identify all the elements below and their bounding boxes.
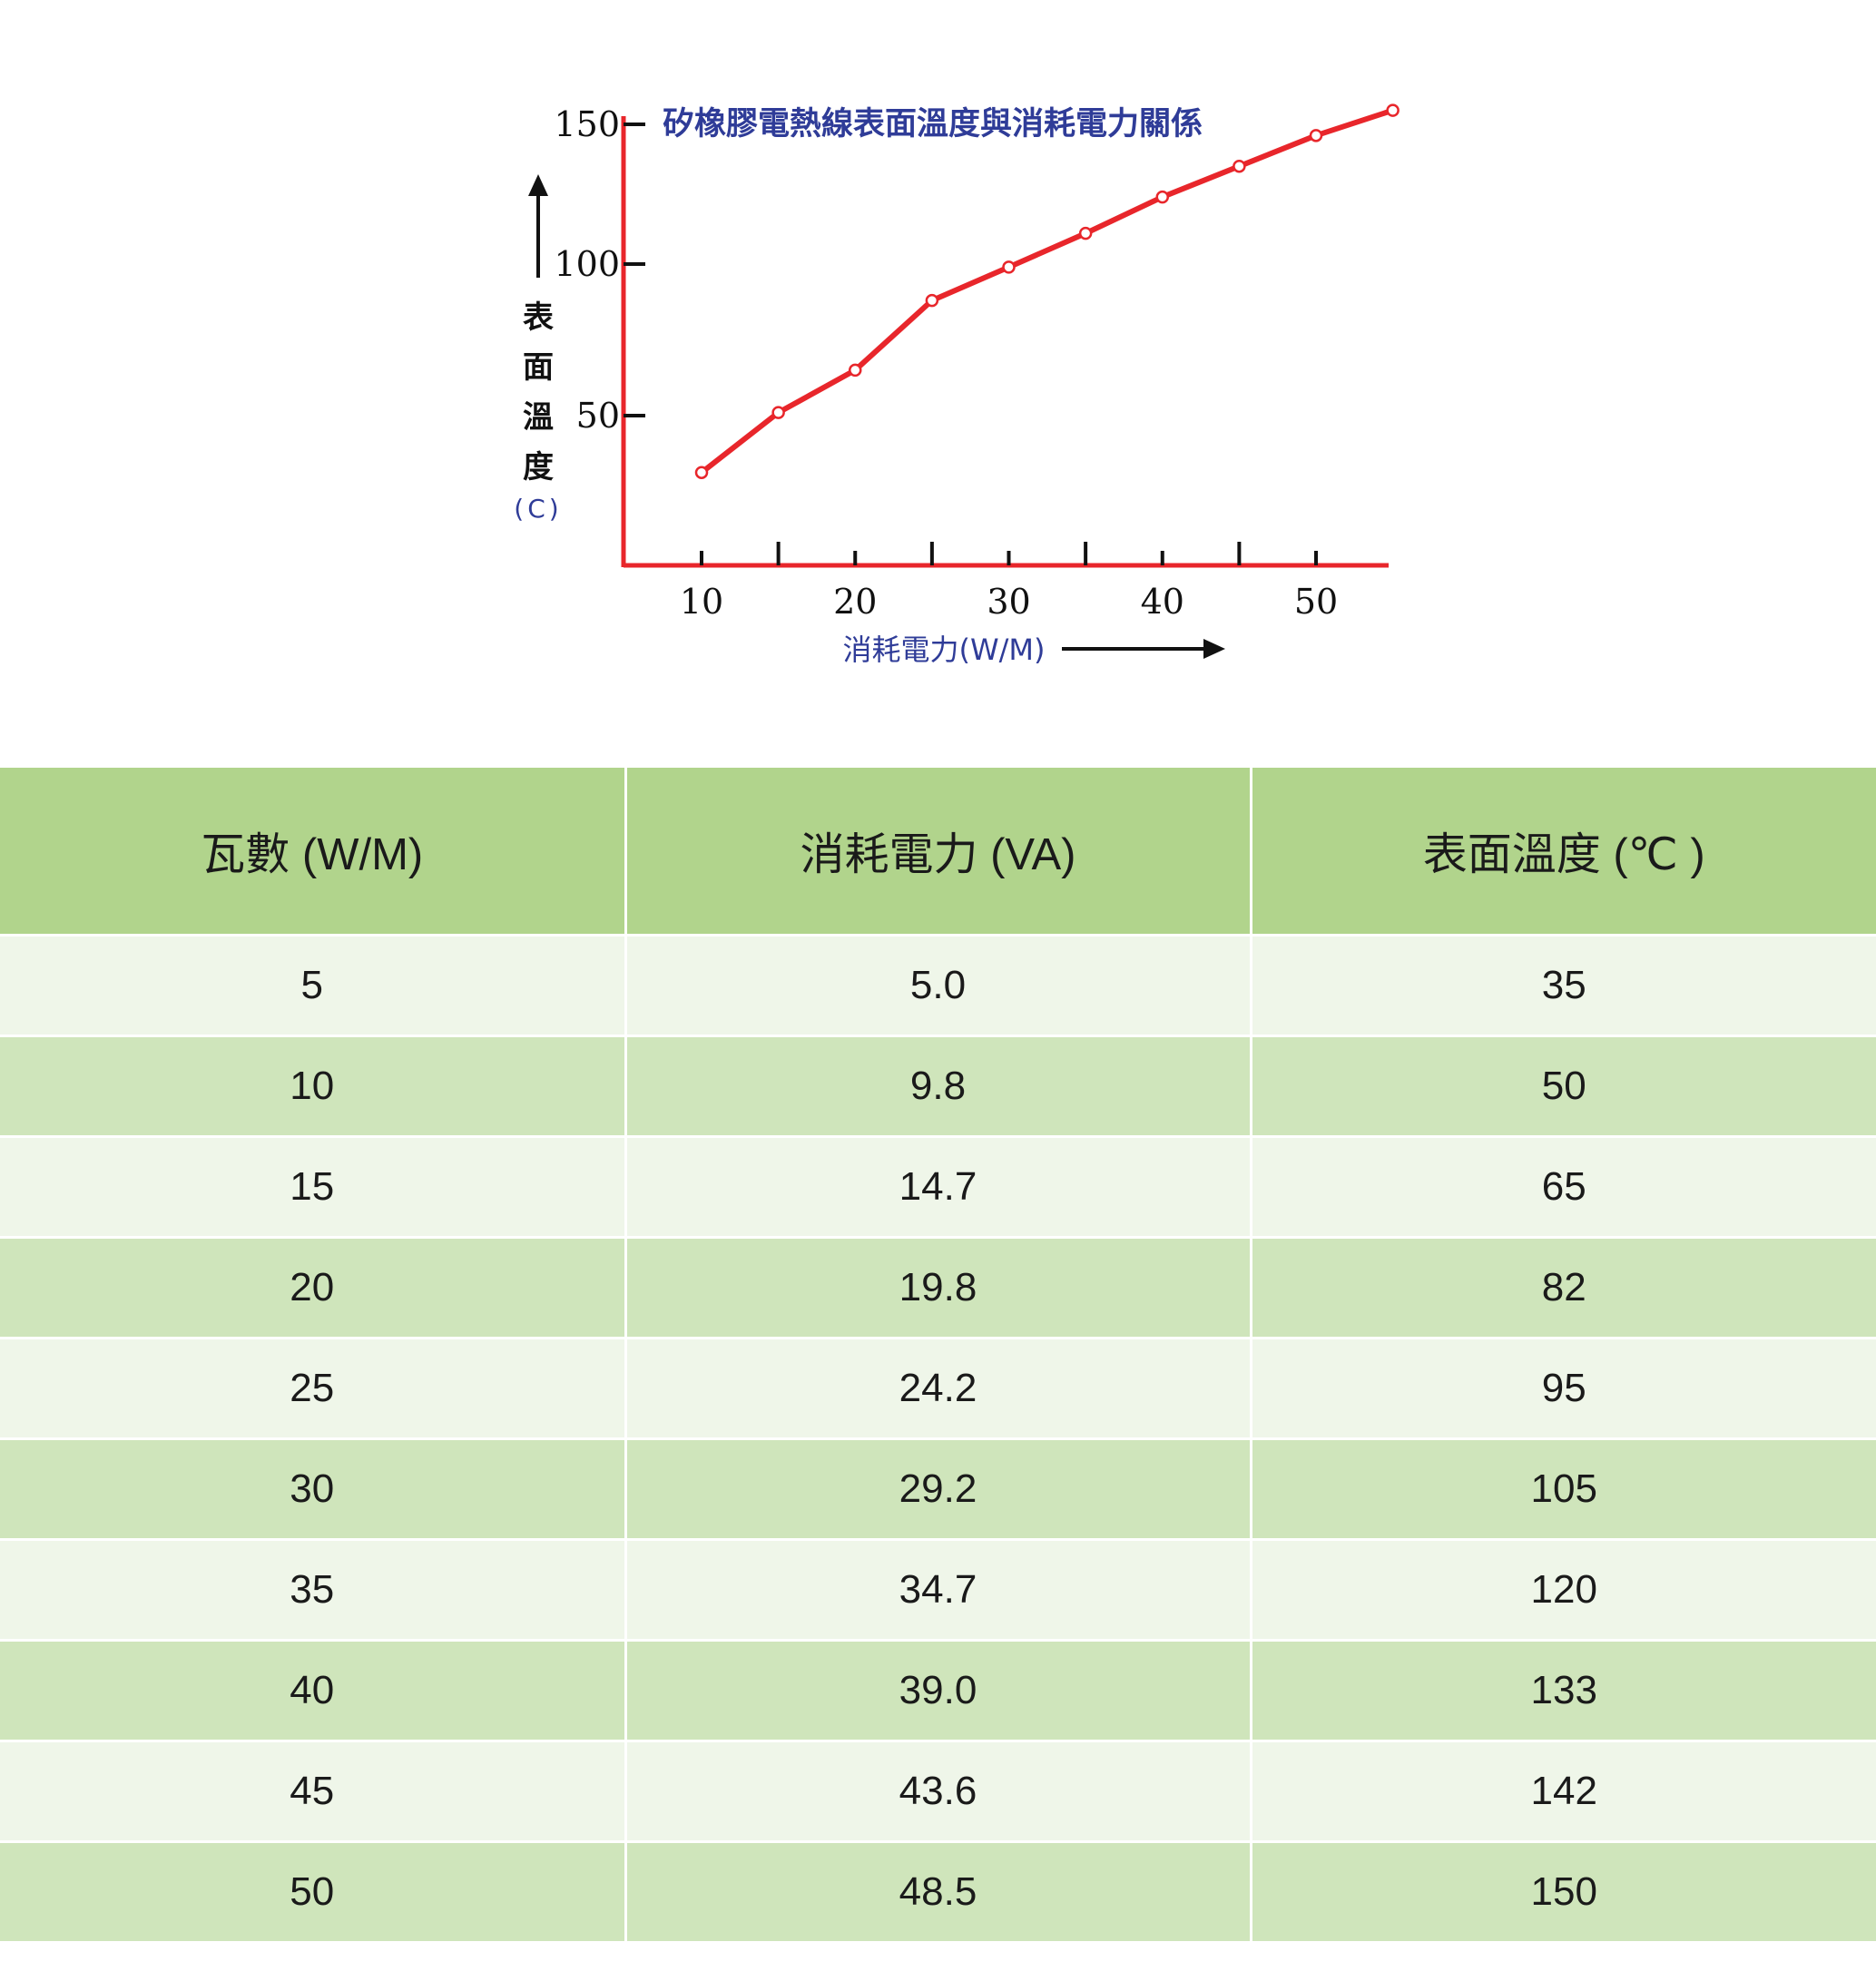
y-label-char: 表 (523, 299, 554, 336)
cell-temperature: 133 (1249, 1640, 1876, 1741)
data-point (1002, 260, 1016, 274)
table-row: 15 14.7 65 (0, 1136, 1876, 1238)
cell-wattage: 25 (0, 1338, 625, 1439)
y-label-char: 面 (523, 349, 554, 386)
x-tick-label: 40 (1141, 582, 1184, 622)
cell-wattage: 45 (0, 1741, 625, 1842)
y-label-char: 溫 (523, 399, 554, 436)
cell-temperature: 95 (1249, 1338, 1876, 1439)
chart-ticks: 10 20 30 40 50 50 100 150 (554, 104, 1338, 622)
cell-temperature: 150 (1249, 1841, 1876, 1941)
cell-wattage: 35 (0, 1539, 625, 1641)
cell-power: 39.0 (624, 1640, 1251, 1741)
y-label-char: 度 (523, 449, 554, 485)
x-tick-label: 50 (1294, 582, 1338, 622)
chart-axes (621, 116, 1389, 568)
data-point (1155, 190, 1169, 204)
cell-temperature: 142 (1249, 1741, 1876, 1842)
data-point (1309, 129, 1323, 142)
y-tick-label: 150 (554, 104, 620, 144)
table-row: 20 19.8 82 (0, 1237, 1876, 1339)
cell-power: 5.0 (624, 935, 1251, 1036)
y-label-unit: (C) (514, 494, 562, 524)
data-point (771, 406, 785, 419)
chart: 10 20 30 40 50 50 100 150 矽橡膠電熱線表面溫度與消耗電力關係 消耗電… (514, 103, 1400, 667)
y-tick-label: 50 (576, 396, 620, 436)
table-row: 40 39.0 133 (0, 1640, 1876, 1741)
table-row: 35 34.7 120 (0, 1539, 1876, 1641)
cell-temperature: 50 (1249, 1035, 1876, 1137)
table-row: 25 24.2 95 (0, 1338, 1876, 1439)
x-tick-label: 20 (833, 582, 877, 622)
data-point (1386, 103, 1400, 117)
table-header-row: 瓦數 (W/M) 消耗電力 (VA) 表面溫度 (℃ ) (0, 768, 1876, 936)
header-power: 消耗電力 (VA) (624, 768, 1251, 936)
x-tick-label: 10 (680, 582, 723, 622)
cell-power: 29.2 (624, 1438, 1251, 1540)
cell-temperature: 82 (1249, 1237, 1876, 1339)
header-wattage: 瓦數 (W/M) (0, 768, 625, 936)
cell-temperature: 105 (1249, 1438, 1876, 1540)
table-row: 30 29.2 105 (0, 1438, 1876, 1540)
chart-title: 矽橡膠電熱線表面溫度與消耗電力關係 (663, 106, 1203, 142)
data-point (1233, 159, 1246, 173)
data-point (849, 363, 862, 378)
cell-power: 19.8 (624, 1237, 1251, 1339)
data-point (925, 293, 939, 308)
series-line (700, 107, 1394, 476)
cell-wattage: 5 (0, 935, 625, 1036)
x-axis-label: 消耗電力(W/M) (842, 633, 1045, 667)
chart-series (694, 103, 1400, 479)
x-axis-arrow (1062, 639, 1225, 659)
cell-power: 9.8 (624, 1035, 1251, 1137)
cell-wattage: 20 (0, 1237, 625, 1339)
cell-power: 48.5 (624, 1841, 1251, 1941)
cell-power: 43.6 (624, 1741, 1251, 1842)
cell-wattage: 30 (0, 1438, 625, 1540)
cell-wattage: 15 (0, 1136, 625, 1238)
cell-wattage: 50 (0, 1841, 625, 1941)
table-row: 5 5.0 35 (0, 935, 1876, 1036)
y-axis-label: 表面溫度 (C) (514, 299, 562, 524)
data-table: 瓦數 (W/M) 消耗電力 (VA) 表面溫度 (℃ ) 5 5.0 35 10… (0, 768, 1876, 1941)
x-tick-label: 30 (987, 582, 1030, 622)
table-row: 45 43.6 142 (0, 1741, 1876, 1842)
cell-power: 34.7 (624, 1539, 1251, 1641)
cell-power: 14.7 (624, 1136, 1251, 1238)
cell-wattage: 10 (0, 1035, 625, 1137)
cell-power: 24.2 (624, 1338, 1251, 1439)
header-temperature: 表面溫度 (℃ ) (1249, 768, 1876, 936)
cell-temperature: 65 (1249, 1136, 1876, 1238)
data-point (1078, 226, 1093, 240)
cell-temperature: 120 (1249, 1539, 1876, 1641)
table-row: 10 9.8 50 (0, 1035, 1876, 1137)
y-axis-arrow (528, 174, 548, 278)
cell-wattage: 40 (0, 1640, 625, 1741)
data-point (694, 466, 709, 479)
table-row: 50 48.5 150 (0, 1841, 1876, 1941)
y-tick-label: 100 (554, 244, 620, 284)
cell-temperature: 35 (1249, 935, 1876, 1036)
